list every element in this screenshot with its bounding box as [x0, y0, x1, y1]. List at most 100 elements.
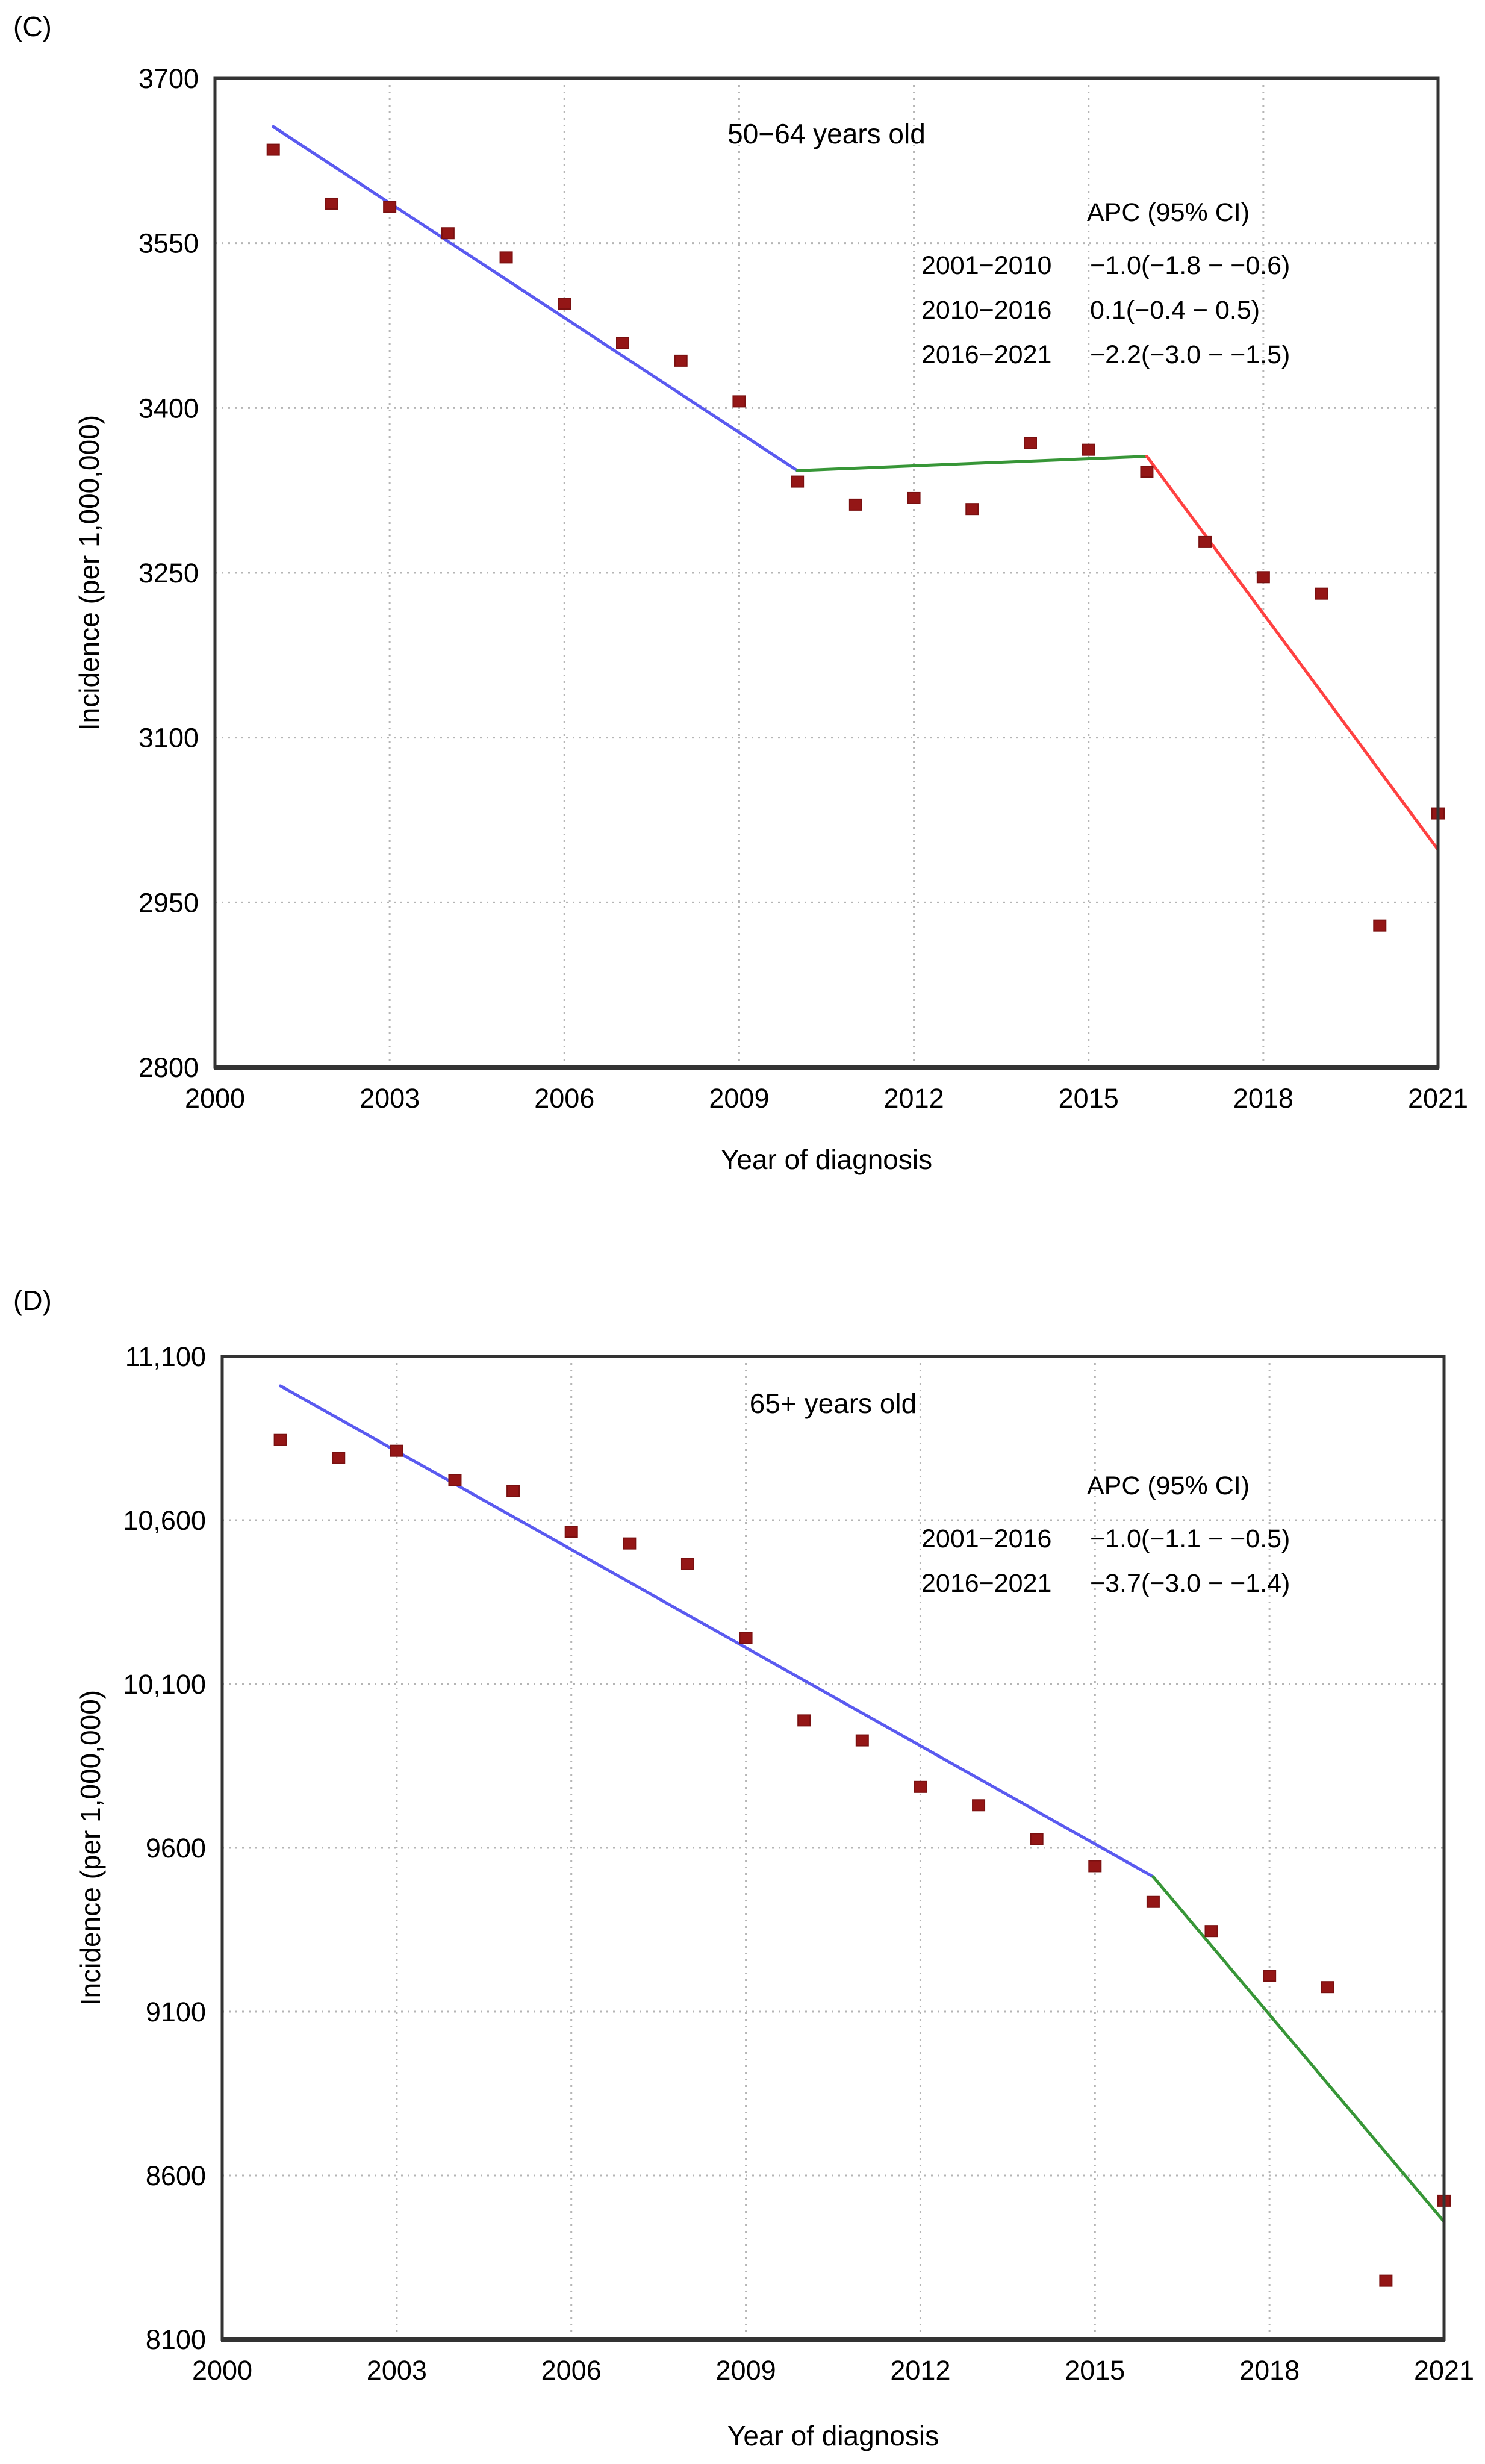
x-tick-label: 2009: [709, 1083, 769, 1114]
apc-header: APC (95% CI): [1087, 1471, 1250, 1500]
data-point: [965, 503, 979, 516]
apc-row: 2016−2021 −3.7(−3.0 − −1.4): [921, 1561, 1290, 1606]
apc-row: 2016−2021 −2.2(−3.0 − −1.5): [921, 332, 1290, 377]
data-point: [972, 1799, 986, 1812]
x-tick-label: 2000: [185, 1083, 245, 1114]
data-point: [266, 143, 280, 156]
data-point: [739, 1632, 753, 1644]
y-tick-label: 11,100: [125, 1341, 206, 1372]
y-tick-label: 8100: [146, 2324, 206, 2355]
data-point: [558, 298, 571, 310]
panel-label-d: (D): [13, 1285, 52, 1316]
x-tick-label: 2003: [367, 2355, 427, 2386]
apc-period: 2016−2021: [921, 1569, 1052, 1598]
y-tick-label: 9100: [146, 1997, 206, 2027]
trend-segment: [279, 1384, 1155, 1879]
x-axis-title-d: Year of diagnosis: [727, 2420, 939, 2451]
data-point: [1146, 1895, 1160, 1908]
x-tick-label: 2009: [716, 2355, 776, 2386]
data-point: [273, 1433, 287, 1446]
data-point: [907, 491, 921, 504]
x-tick-label: 2006: [541, 2355, 602, 2386]
x-tick-label: 2003: [360, 1083, 420, 1114]
x-tick-label: 2021: [1408, 1083, 1468, 1114]
y-tick-label: 9600: [146, 1833, 206, 1864]
x-tick-label: 2018: [1233, 1083, 1294, 1114]
data-point: [623, 1537, 637, 1550]
data-point: [914, 1780, 927, 1793]
data-point: [791, 475, 805, 488]
x-tick-label: 2012: [884, 1083, 944, 1114]
data-point: [1140, 466, 1154, 478]
apc-period: 2010−2016: [921, 296, 1052, 325]
trend-segment: [1151, 1875, 1446, 2224]
y-tick-label: 10,100: [123, 1669, 206, 1700]
trend-segment: [272, 125, 799, 472]
x-axis-title-c: Year of diagnosis: [720, 1144, 933, 1175]
y-tick-label: 3700: [139, 63, 199, 94]
y-tick-label: 3100: [139, 723, 199, 753]
data-point: [797, 1714, 811, 1727]
data-point: [1030, 1833, 1044, 1845]
apc-row: 2001−2010 −1.0(−1.8 − −0.6): [921, 243, 1290, 288]
x-tick-label: 2012: [890, 2355, 950, 2386]
x-tick-label: 2018: [1239, 2355, 1300, 2386]
data-point: [1088, 1860, 1102, 1873]
trend-segment: [795, 455, 1148, 472]
apc-value: −2.2(−3.0 − −1.5): [1090, 340, 1290, 369]
data-point: [848, 498, 862, 511]
y-tick-label: 3550: [139, 228, 199, 259]
data-point: [499, 251, 513, 264]
apc-header: APC (95% CI): [1087, 198, 1250, 227]
data-point: [1024, 437, 1037, 449]
x-tick-label: 2015: [1059, 1083, 1119, 1114]
y-tick-label: 3250: [139, 558, 199, 588]
data-point: [325, 197, 338, 210]
apc-value: 0.1(−0.4 − 0.5): [1090, 296, 1260, 325]
data-point: [1321, 1981, 1334, 1994]
chart-title-d: 65+ years old: [749, 1388, 917, 1419]
apc-row: 2001−2016 −1.0(−1.1 − −0.5): [921, 1517, 1290, 1561]
apc-value: −3.7(−3.0 − −1.4): [1090, 1569, 1290, 1598]
data-point: [1379, 2274, 1393, 2287]
data-point: [1204, 1925, 1218, 1938]
apc-annotation-c: APC (95% CI) 2001−2010 −1.0(−1.8 − −0.6) 20…: [921, 198, 1290, 377]
data-point: [448, 1474, 462, 1486]
data-point: [674, 354, 688, 367]
apc-period: 2016−2021: [921, 340, 1052, 369]
apc-period: 2001−2010: [921, 251, 1052, 280]
data-point: [680, 1558, 694, 1570]
data-point: [390, 1444, 403, 1457]
apc-period: 2001−2016: [921, 1524, 1052, 1553]
data-point: [732, 395, 746, 408]
x-tick-label: 2006: [534, 1083, 594, 1114]
data-point: [1198, 535, 1212, 548]
data-point: [1373, 919, 1387, 932]
apc-value: −1.0(−1.8 − −0.6): [1090, 251, 1290, 280]
x-tick-label: 2000: [192, 2355, 252, 2386]
chart-title-c: 50−64 years old: [727, 118, 926, 149]
data-point: [441, 227, 455, 240]
apc-value: −1.0(−1.1 − −0.5): [1090, 1524, 1290, 1553]
y-axis-title-c: Incidence (per 1,000,000): [73, 414, 105, 731]
data-point: [1263, 1970, 1277, 1982]
data-point: [564, 1526, 578, 1538]
y-tick-label: 2950: [139, 887, 199, 918]
y-tick-label: 10,600: [123, 1505, 206, 1536]
x-tick-label: 2021: [1414, 2355, 1474, 2386]
data-point: [855, 1734, 869, 1747]
y-tick-label: 8600: [146, 2160, 206, 2191]
data-point: [1315, 587, 1328, 600]
y-tick-label: 3400: [139, 393, 199, 423]
data-point: [332, 1452, 346, 1464]
data-point: [616, 337, 629, 349]
data-point: [1256, 571, 1270, 584]
y-tick-label: 2800: [139, 1052, 199, 1083]
trend-segment: [1145, 455, 1440, 852]
y-axis-title-d: Incidence (per 1,000,000): [75, 1689, 106, 2006]
x-tick-label: 2015: [1065, 2355, 1125, 2386]
